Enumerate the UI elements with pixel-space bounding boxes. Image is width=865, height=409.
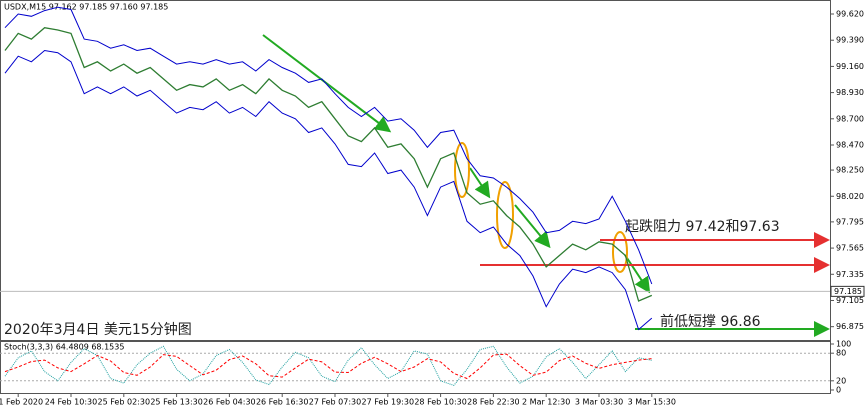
y-tick-label: 98.930 (836, 88, 864, 97)
x-tick-label: 27 Feb 07:30 (309, 398, 361, 407)
highlight-ellipse (496, 181, 514, 249)
annotation: 2020年3月4日 美元15分钟图 (4, 321, 192, 338)
x-tick-label: 3 Mar 03:30 (575, 398, 623, 407)
annotation: 前低短撑 96.86 (660, 313, 761, 330)
x-tick-label: 21 Feb 2020 (0, 398, 43, 407)
trend-arrow (469, 167, 491, 199)
series-line (4, 49, 653, 331)
x-tick-label: 25 Feb 13:30 (150, 398, 202, 407)
x-tick-label: 26 Feb 04:30 (203, 398, 255, 407)
series-line (4, 345, 652, 386)
y-tick-label: 99.620 (836, 10, 864, 19)
x-tick-label: 3 Mar 15:30 (628, 398, 676, 407)
x-tick-label: 2 Mar 12:30 (522, 398, 570, 407)
y-tick-label: 96.875 (836, 322, 864, 331)
current-price-label: 97.185 (834, 287, 862, 296)
series-line (4, 27, 653, 302)
y-tick-label: 98.250 (836, 166, 864, 175)
stoch-title: Stoch(3,3,3) 64.4809 68.1535 (4, 343, 124, 352)
y-tick-label: 99.160 (836, 62, 864, 71)
x-tick-label: 24 Feb 10:30 (45, 398, 97, 407)
y-tick-label: 0 (836, 386, 841, 395)
series-line (4, 353, 652, 380)
y-tick-label: 97.565 (836, 244, 864, 253)
y-tick-label: 98.470 (836, 140, 864, 149)
y-tick-label: 97.105 (836, 296, 864, 305)
y-tick-label: 100 (836, 339, 851, 348)
series-line (4, 6, 653, 285)
y-tick-label: 97.795 (836, 217, 864, 226)
main-frame (0, 0, 831, 341)
y-tick-label: 98.700 (836, 114, 864, 123)
x-tick-label: 28 Feb 10:30 (414, 398, 466, 407)
y-tick-label: 20 (836, 376, 846, 385)
trend-arrow (514, 204, 551, 249)
x-tick-label: 28 Feb 22:30 (467, 398, 519, 407)
y-tick-label: 97.335 (836, 270, 864, 279)
chart-title: USDX,M15 97.162 97.185 97.160 97.185 (4, 3, 168, 12)
annotations (262, 34, 830, 337)
x-tick-label: 25 Feb 02:30 (98, 398, 150, 407)
annotation: 起跌阻力 97.42和97.63 (625, 219, 780, 235)
stoch-frame (0, 341, 831, 394)
current-price-box (830, 285, 865, 297)
y-tick-label: 99.390 (836, 36, 864, 45)
y-tick-label: 80 (836, 349, 846, 358)
highlight-ellipse (612, 231, 628, 273)
trend-arrow (624, 254, 651, 294)
x-tick-label: 27 Feb 19:30 (362, 398, 414, 407)
y-tick-label: 98.020 (836, 192, 864, 201)
x-tick-label: 26 Feb 16:30 (256, 398, 308, 407)
highlight-ellipse (454, 142, 470, 198)
